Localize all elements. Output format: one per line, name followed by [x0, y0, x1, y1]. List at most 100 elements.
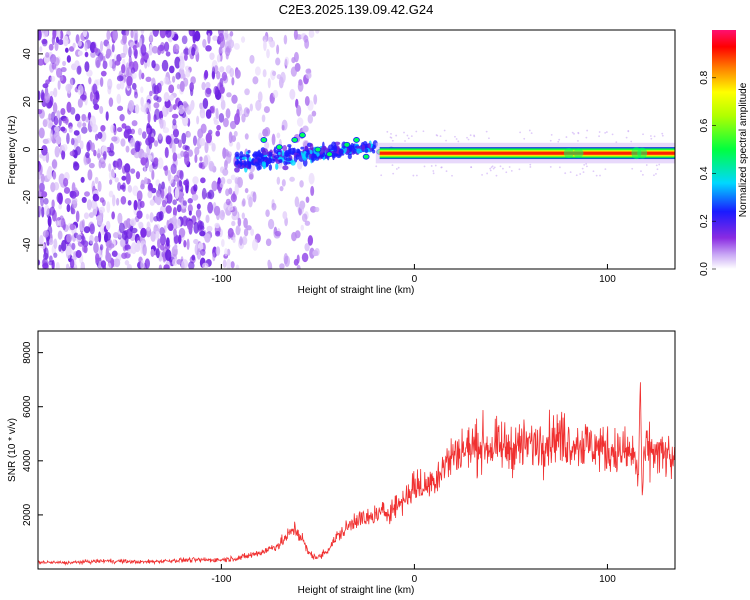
- spectrogram-noise-blob: [116, 93, 122, 104]
- spectrogram-noise-blob: [97, 231, 102, 243]
- spectrogram-noise-blob: [95, 253, 100, 263]
- spectrogram-noise-blob: [149, 31, 154, 42]
- spectrogram-noise-blob: [155, 248, 160, 259]
- spectrogram-noise-blob: [52, 30, 57, 40]
- spectrogram-transition-blob: [245, 153, 251, 158]
- spectrogram-noise-blob: [222, 259, 227, 268]
- spectrogram-noise-blob: [83, 226, 91, 234]
- spectrogram-noise-blob: [42, 263, 49, 269]
- spectrogram-noise-blob: [145, 76, 152, 83]
- spectrogram-noise-blob: [222, 117, 229, 128]
- spectrogram-noise-blob: [249, 54, 255, 64]
- spectrogram-transition-blob: [268, 151, 273, 157]
- spectrogram-noise-blob: [145, 213, 150, 220]
- spectrogram-noise-blob: [173, 234, 179, 245]
- spectrogram-faint-dot: [391, 139, 394, 142]
- spectrogram-noise-blob: [77, 98, 83, 108]
- spectrogram-noise-blob: [127, 200, 132, 206]
- spectrogram-faint-dot: [502, 167, 504, 170]
- spectrogram-noise-blob: [271, 133, 276, 146]
- spectrogram-noise-blob: [46, 168, 53, 180]
- figure-title: C2E3.2025.139.09.42.G24: [279, 2, 434, 17]
- spectrogram-noise-blob: [172, 43, 180, 53]
- spectrogram-faint-dot: [395, 168, 398, 170]
- spectrogram-noise-blob: [141, 131, 147, 139]
- spectrogram-noise-blob: [89, 223, 95, 235]
- snr-panel: -100 0 100 2000 4000 6000 8000 Height of strai…: [7, 330, 676, 596]
- spectrogram-noise-blob: [261, 114, 266, 123]
- spectrogram-noise-blob: [140, 30, 145, 35]
- spectrogram-noise-blob: [121, 64, 126, 74]
- spectrogram-noise-blob: [38, 127, 45, 139]
- spectrogram-noise-blob: [53, 57, 60, 66]
- carrier-band-wobble: [563, 148, 574, 159]
- spectrogram-noise-blob: [148, 182, 153, 191]
- spectrogram-noise-blob: [267, 78, 271, 89]
- spectrogram-noise-blob: [93, 149, 97, 157]
- spectrogram-noise-blob: [63, 187, 71, 194]
- spectrogram-noise-blob: [295, 34, 303, 40]
- spectrogram-noise-blob: [102, 55, 106, 63]
- spectrogram-noise-blob: [89, 91, 93, 102]
- spectrogram-noise-blob: [239, 236, 243, 246]
- spectrogram-noise-blob: [193, 184, 198, 192]
- spectrogram-noise-blob: [41, 144, 48, 156]
- spectrogram-noise-blob: [121, 182, 126, 193]
- spectrogram-transition-blob: [265, 159, 270, 167]
- spectrogram-noise-blob: [124, 163, 131, 173]
- spectrogram-noise-blob: [235, 225, 240, 235]
- spectrogram-noise-blob: [255, 99, 262, 111]
- spectrogram-noise-blob: [64, 198, 72, 205]
- spectrogram-noise-blob: [241, 236, 248, 246]
- spectrogram-noise-blob: [116, 75, 124, 82]
- spectrogram-noise-blob: [187, 198, 193, 204]
- spectrogram-noise-blob: [77, 50, 83, 56]
- spectrogram-noise-blob: [179, 80, 185, 93]
- spectrogram-noise-blob: [42, 252, 49, 261]
- spectrogram-noise-blob: [202, 38, 207, 48]
- spectrogram-transition-blob: [361, 144, 366, 152]
- spectrogram-faint-dot: [558, 166, 561, 169]
- spectrogram-noise-blob: [193, 221, 199, 234]
- spectrogram-noise-blob: [144, 258, 151, 269]
- spectrogram-noise-blob: [308, 30, 315, 39]
- spectrogram-noise-blob: [142, 244, 147, 256]
- spectrogram-noise-blob: [173, 137, 180, 144]
- spectrogram-noise-blob: [148, 164, 154, 173]
- spectrogram-noise-blob: [200, 248, 206, 256]
- spectrogram-noise-blob: [186, 238, 190, 251]
- spectrogram-noise-blob: [73, 161, 79, 167]
- spectrogram-transition-blob: [283, 160, 288, 166]
- spectrogram-noise-blob: [228, 131, 233, 144]
- spectrogram-transition-blob: [290, 160, 296, 166]
- snr-ytick-label: 4000: [22, 449, 33, 472]
- spectrogram-transition-blob: [248, 157, 252, 162]
- spectrogram-noise-blob: [275, 57, 281, 66]
- spectrogram-noise-blob: [281, 179, 286, 187]
- spectrogram-noise-blob: [70, 190, 77, 199]
- spectrogram-noise-blob: [196, 248, 202, 260]
- spectrogram-noise-blob: [146, 221, 151, 232]
- spectrogram-faint-dot: [655, 164, 658, 167]
- spectrogram-noise-blob: [50, 111, 56, 123]
- spectrogram-faint-dot: [611, 133, 614, 136]
- spectrogram-noise-blob: [71, 197, 78, 205]
- spectrogram-noise-blob: [137, 221, 144, 227]
- spectrogram-noise-blob: [187, 204, 193, 213]
- spectrogram-noise-blob: [57, 230, 63, 240]
- spectrogram-noise-blob: [161, 105, 169, 118]
- spectrogram-noise-blob: [185, 69, 191, 78]
- spectrogram-noise-blob: [48, 43, 54, 51]
- spectrogram-noise-blob: [42, 230, 50, 238]
- spectrogram-faint-dot: [627, 130, 630, 133]
- carrier-band-wobble: [573, 148, 584, 158]
- spectrogram-noise-blob: [304, 95, 310, 106]
- spectrogram-noise-blob: [99, 77, 104, 87]
- spectrogram-noise-blob: [305, 196, 310, 203]
- spectrogram-noise-blob: [163, 264, 170, 269]
- spectrogram-transition-blob: [234, 167, 240, 173]
- spectrogram-noise-blob: [174, 187, 180, 200]
- spectrogram-noise-blob: [130, 67, 136, 74]
- spectrogram-noise-blob: [165, 30, 172, 38]
- spectrogram-transition-blob: [281, 150, 285, 157]
